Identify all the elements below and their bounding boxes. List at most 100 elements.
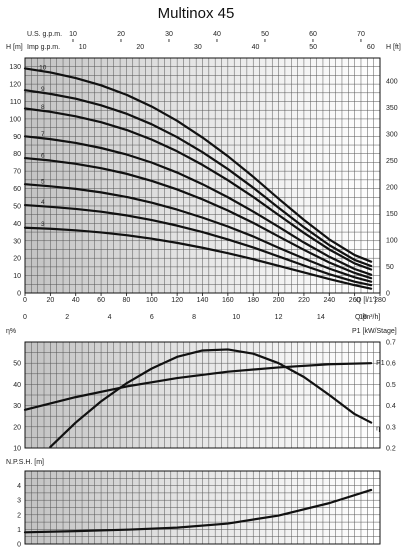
power-y-tick-label: 0.2 <box>386 446 396 453</box>
x-tick-label: 180 <box>247 297 259 304</box>
efficiency-curve-label: η <box>376 426 380 433</box>
x-tick-label-m3h: 10 <box>232 314 240 321</box>
head-curve-stage-9 <box>23 89 373 268</box>
efficiency-y-tick-label: 40 <box>13 382 21 389</box>
y-tick-label-ft: 150 <box>386 211 398 218</box>
impgpm-tick-label: 30 <box>194 44 202 51</box>
head-curve-stage-3 <box>23 226 373 290</box>
power-curve <box>23 362 373 411</box>
usgpm-tick-label: 20 <box>117 31 125 38</box>
impgpm-tick-label: 60 <box>367 44 375 51</box>
stage-label-6: 6 <box>41 153 45 160</box>
head-xlabel-secondary: Q [m³/h] <box>355 314 380 321</box>
head-curve-stage-6 <box>23 156 373 280</box>
x-tick-label: 280 <box>374 297 386 304</box>
y-tick-label: 60 <box>13 186 21 193</box>
y-tick-label: 80 <box>13 151 21 158</box>
npsh-curves <box>23 488 373 534</box>
efficiency-ylabel-right: P1 [kW/Stage] <box>352 328 397 335</box>
x-tick-label: 0 <box>23 297 27 304</box>
efficiency-curve <box>49 348 373 449</box>
head-ylabel-right: H [ft] <box>386 44 401 51</box>
npsh-y-tick-label: 0 <box>17 542 21 549</box>
x-tick-label-m3h: 12 <box>275 314 283 321</box>
y-tick-label-ft: 400 <box>386 78 398 85</box>
stage-label-9: 9 <box>41 86 45 93</box>
x-tick-label: 20 <box>46 297 54 304</box>
npsh-curve <box>23 488 373 534</box>
stage-label-8: 8 <box>41 104 45 111</box>
x-tick-label-m3h: 2 <box>65 314 69 321</box>
impgpm-tick-label: 50 <box>309 44 317 51</box>
power-y-tick-label: 0.6 <box>386 361 396 368</box>
x-tick-label-m3h: 8 <box>192 314 196 321</box>
usgpm-tick-label: 70 <box>357 31 365 38</box>
usgpm-tick-label: 40 <box>213 31 221 38</box>
power-y-tick-label: 0.5 <box>386 382 396 389</box>
npsh-ticks: 0 1 2 3 4 <box>17 483 21 548</box>
x-tick-label: 120 <box>171 297 183 304</box>
head-xlabel: Q [l/1'] <box>356 297 376 304</box>
npsh-y-tick-label: 2 <box>17 512 21 519</box>
chart-title: Multinox 45 <box>158 5 235 22</box>
head-curve-stage-10 <box>23 67 373 263</box>
x-tick-label: 60 <box>97 297 105 304</box>
y-tick-label-ft: 0 <box>386 291 390 298</box>
y-tick-label: 130 <box>9 64 21 71</box>
y-tick-label: 30 <box>13 238 21 245</box>
efficiency-y-tick-label: 30 <box>13 403 21 410</box>
y-tick-label: 70 <box>13 169 21 176</box>
x-tick-label: 240 <box>323 297 335 304</box>
y-tick-label: 110 <box>10 99 21 106</box>
impgpm-tick-label: 40 <box>252 44 260 51</box>
npsh-panel: 0 1 2 3 4 N.P.S.H. [m] <box>6 459 381 549</box>
efficiency-ticks: 10 20 30 40 50 0.2 0.3 0.4 0.5 0.6 0.7 <box>13 340 396 453</box>
y-tick-label: 0 <box>17 291 21 298</box>
x-tick-label-m3h: 6 <box>150 314 154 321</box>
efficiency-y-tick-label: 50 <box>13 361 21 368</box>
head-curve-stage-4 <box>23 203 373 287</box>
power-y-tick-label: 0.3 <box>386 424 396 431</box>
usgpm-tick-label: 50 <box>261 31 269 38</box>
y-tick-label: 100 <box>9 116 21 123</box>
impgpm-tick-label: 10 <box>79 44 87 51</box>
usgpm-tick-label: 30 <box>165 31 173 38</box>
y-tick-label-ft: 350 <box>386 105 398 112</box>
npsh-y-tick-label: 1 <box>17 527 21 534</box>
x-tick-label: 40 <box>72 297 80 304</box>
x-tick-label-m3h: 16 <box>359 314 367 321</box>
efficiency-y-tick-label: 20 <box>13 424 21 431</box>
usgpm-tick-label: 60 <box>309 31 317 38</box>
npsh-ylabel: N.P.S.H. [m] <box>6 459 44 466</box>
y-tick-label: 120 <box>9 82 21 89</box>
y-tick-label: 40 <box>13 221 21 228</box>
x-tick-label: 140 <box>197 297 209 304</box>
x-tick-label-m3h: 14 <box>317 314 325 321</box>
stage-label-10: 10 <box>39 64 47 71</box>
x-tick-label: 260 <box>349 297 361 304</box>
y-tick-label: 50 <box>13 203 21 210</box>
power-y-tick-label: 0.4 <box>386 403 396 410</box>
x-tick-label: 100 <box>146 297 158 304</box>
head-ylabel-left: H [m] <box>6 44 23 51</box>
y-tick-label-ft: 200 <box>386 184 398 191</box>
npsh-y-tick-label: 4 <box>17 483 21 490</box>
y-tick-label: 90 <box>13 134 21 141</box>
y-tick-label: 20 <box>13 256 21 263</box>
x-tick-label-m3h: 4 <box>108 314 112 321</box>
y-tick-label-ft: 300 <box>386 131 398 138</box>
efficiency-y-tick-label: 10 <box>13 446 21 453</box>
power-y-tick-label: 0.7 <box>386 340 396 347</box>
efficiency-plot-frame <box>24 341 381 449</box>
head-curves: 3 4 5 6 7 8 9 10 <box>23 64 373 290</box>
efficiency-ylabel-left: η% <box>6 328 16 335</box>
impgpm-axis-label: Imp g.p.m. <box>27 44 60 51</box>
usgpm-axis-label: U.S. g.p.m. <box>27 31 62 38</box>
head-ticks: 0 20 40 60 80 100 120 140 160 180 200 220 240 260 2800… <box>9 31 397 321</box>
x-tick-label: 160 <box>222 297 234 304</box>
stage-label-5: 5 <box>41 178 45 185</box>
stage-label-3: 3 <box>41 221 45 228</box>
x-tick-label-m3h: 0 <box>23 314 27 321</box>
